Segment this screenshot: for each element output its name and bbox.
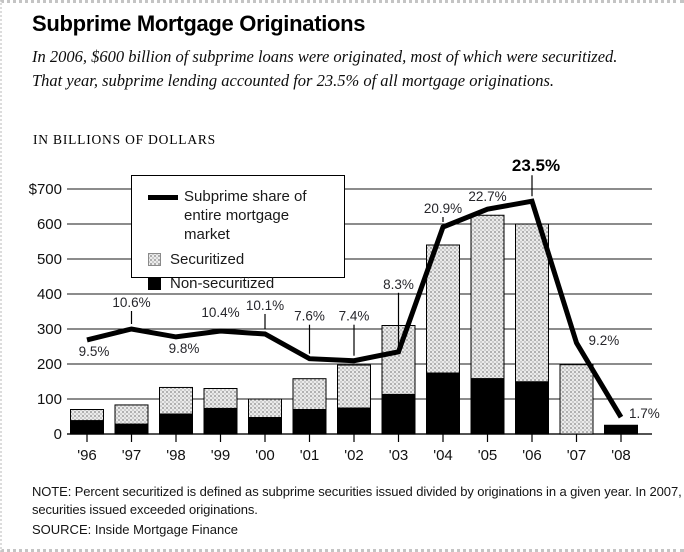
bar-securitized [515, 223, 549, 383]
bar-non-securitized [203, 407, 238, 435]
bar-non-securitized [292, 409, 327, 435]
bar-securitized [203, 388, 238, 409]
footnote: NOTE: Percent securitized is defined as … [32, 484, 682, 518]
bar-securitized [114, 404, 149, 425]
x-axis-label: '00 [255, 447, 275, 464]
bar-non-securitized [159, 413, 193, 435]
line-swatch-icon [148, 195, 178, 200]
bar-securitized [559, 364, 594, 435]
percent-label: 7.6% [294, 309, 325, 324]
legend-line-label: Subprime share of entire mortgage market [184, 188, 307, 243]
percent-label: 22.7% [468, 189, 506, 204]
percent-label: 10.1% [246, 298, 284, 313]
page-title: Subprime Mortgage Originations [32, 11, 366, 36]
x-axis: '96 '97 '98 '99 '00 '01 '02 '03 '04 '05 '06 '07 '08 [77, 434, 631, 464]
x-axis-label: '06 [522, 447, 542, 464]
x-axis-label: '96 [77, 447, 97, 464]
securitized-swatch-icon [148, 253, 161, 267]
x-axis-label: '04 [433, 447, 453, 464]
x-axis-label: '98 [166, 447, 186, 464]
y-axis-label: 400 [37, 286, 62, 303]
percent-label: 10.4% [201, 305, 239, 320]
bar-non-securitized [70, 420, 104, 435]
x-axis-label: '01 [300, 447, 320, 464]
bar-securitized [292, 378, 327, 410]
percent-label: 10.6% [112, 295, 150, 310]
x-axis-label: '02 [344, 447, 364, 464]
y-axis-units-label: IN BILLIONS OF DOLLARS [33, 132, 216, 147]
x-axis-label: '99 [211, 447, 231, 464]
combo-chart: $700 600 500 400 300 200 100 0 9.5% 10.6% 9.8% 10.… [29, 156, 660, 464]
percent-label: 8.3% [383, 277, 414, 292]
bar-non-securitized [604, 424, 638, 435]
share-line [86, 198, 624, 419]
bar-securitized [470, 214, 505, 380]
bar-securitized [248, 398, 282, 419]
y-axis-label: 200 [37, 356, 62, 373]
stacked-bars [70, 214, 638, 435]
legend-item-securitized: Securitized [148, 251, 334, 270]
bar-non-securitized [426, 372, 460, 435]
non-securitized-swatch-icon [148, 277, 161, 290]
source-line: SOURCE: Inside Mortgage Finance [32, 522, 238, 537]
bar-non-securitized [381, 393, 416, 435]
percent-label: 1.7% [629, 406, 660, 421]
y-axis-label: 300 [37, 321, 62, 338]
bar-securitized [337, 364, 371, 409]
bar-non-securitized [114, 423, 149, 435]
percent-label: 7.4% [339, 309, 370, 324]
legend-item-share-line: Subprime share of entire mortgage market [148, 188, 334, 244]
y-axis-label: 500 [37, 251, 62, 268]
legend-box: Subprime share of entire mortgage market… [131, 175, 345, 292]
x-axis-label: '97 [122, 447, 142, 464]
bar-non-securitized [470, 378, 505, 435]
bar-securitized [70, 409, 104, 422]
x-axis-label: '07 [567, 447, 587, 464]
bar-securitized [159, 386, 193, 415]
peak-percent-label: 23.5% [512, 156, 560, 175]
percent-labels: 9.5% 10.6% 9.8% 10.4% 10.1% 7.6% 7.4% 8.3% 20.9%… [79, 156, 660, 421]
intro-paragraph: In 2006, $600 billion of subprime loans … [32, 47, 618, 90]
percent-label: 9.5% [79, 344, 110, 359]
percent-label: 20.9% [424, 201, 462, 216]
x-axis-label: '05 [478, 447, 498, 464]
y-axis-label: 0 [54, 426, 62, 443]
percent-label: 9.8% [169, 341, 200, 356]
legend-non-securitized-label: Non-securitized [170, 275, 275, 292]
bar-securitized [426, 244, 460, 374]
legend-item-non-securitized: Non-securitized [148, 275, 334, 294]
x-axis-label: '08 [611, 447, 631, 464]
x-axis-label: '03 [389, 447, 409, 464]
legend-securitized-label: Securitized [170, 251, 245, 269]
share-line-path [86, 198, 624, 419]
percent-label: 9.2% [589, 333, 620, 348]
y-axis-label: $700 [29, 181, 62, 198]
y-axis-label: 100 [37, 391, 62, 408]
bar-non-securitized [337, 407, 371, 435]
y-axis-label: 600 [37, 216, 62, 233]
bar-non-securitized [515, 381, 549, 435]
bar-non-securitized [248, 417, 282, 435]
